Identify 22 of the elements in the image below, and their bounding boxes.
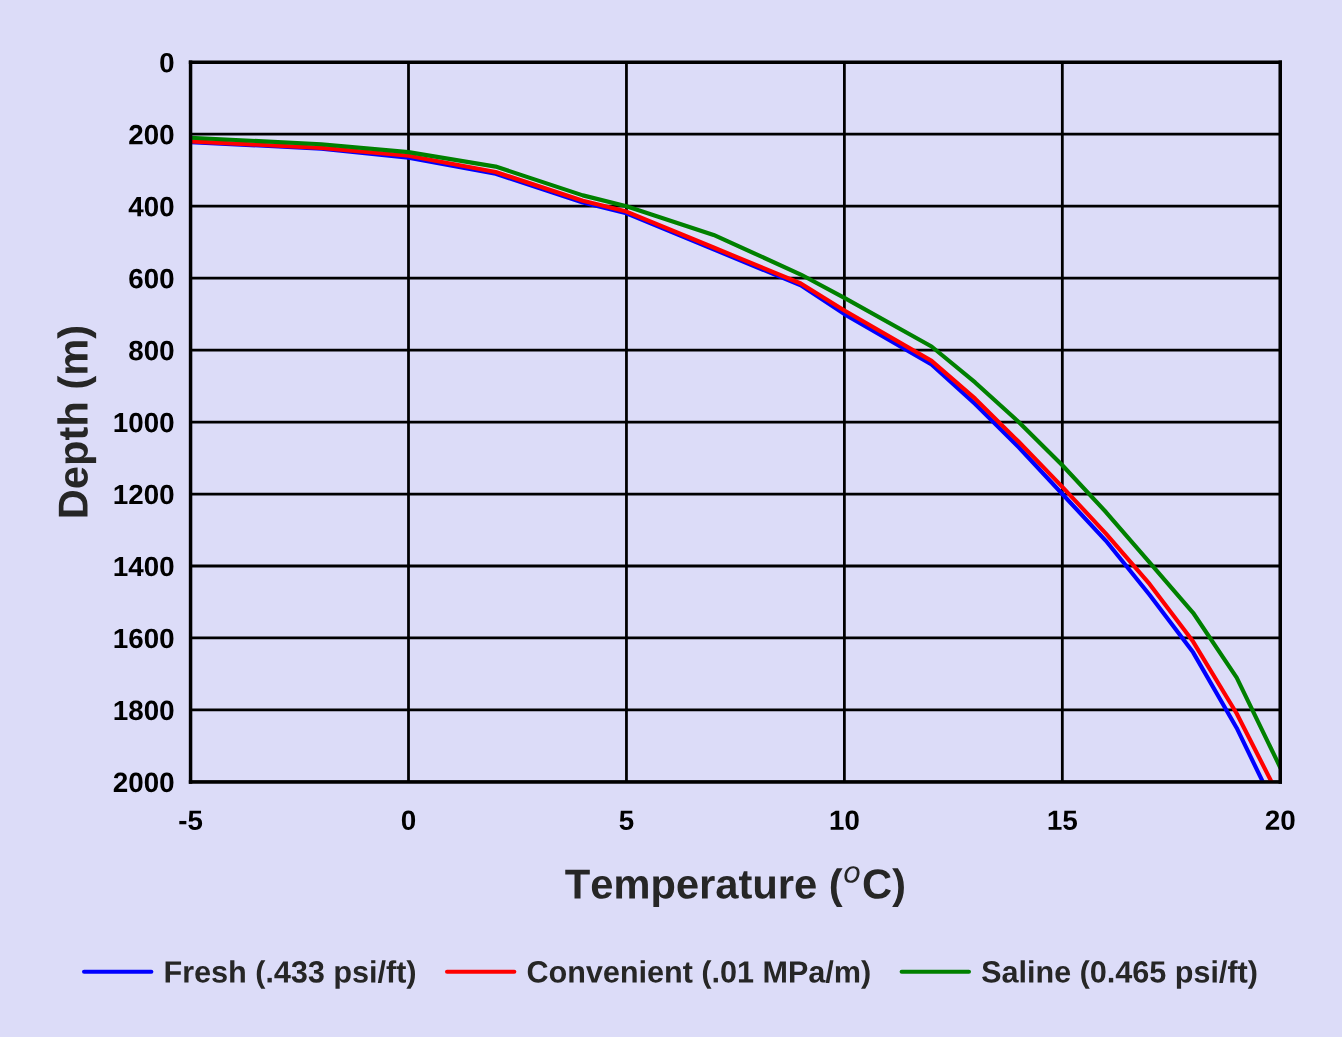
y-tick-label: 600 (129, 268, 174, 289)
legend-label: Saline (0.465 psi/ft) (982, 960, 1257, 989)
legend-label: Fresh (.433 psi/ft) (165, 960, 416, 989)
y-tick-label: 1800 (114, 700, 174, 721)
y-tick-label: 1000 (114, 412, 174, 433)
y-tick-label: 2000 (113, 772, 174, 793)
y-tick-label: 0 (160, 52, 174, 73)
x-tick-label: -5 (179, 810, 203, 831)
y-tick-label: 1600 (114, 628, 174, 649)
y-tick-label: 1400 (114, 556, 174, 577)
x-tick-label: 20 (1265, 810, 1295, 831)
x-tick-label: 0 (401, 810, 416, 831)
y-tick-label: 1200 (114, 484, 174, 505)
x-tick-label: 10 (830, 810, 859, 831)
y-axis-title: Depth (m) (57, 326, 97, 517)
x-tick-label: 15 (1048, 810, 1077, 831)
legend-label: Convenient (.01 MPa/m) (527, 960, 870, 989)
y-tick-label: 200 (129, 124, 174, 145)
y-tick-label: 400 (128, 196, 174, 217)
x-tick-label: 5 (619, 810, 634, 831)
y-tick-label: 800 (129, 340, 174, 361)
x-axis-title: Temperature ($^{o}$C) (565, 866, 904, 908)
